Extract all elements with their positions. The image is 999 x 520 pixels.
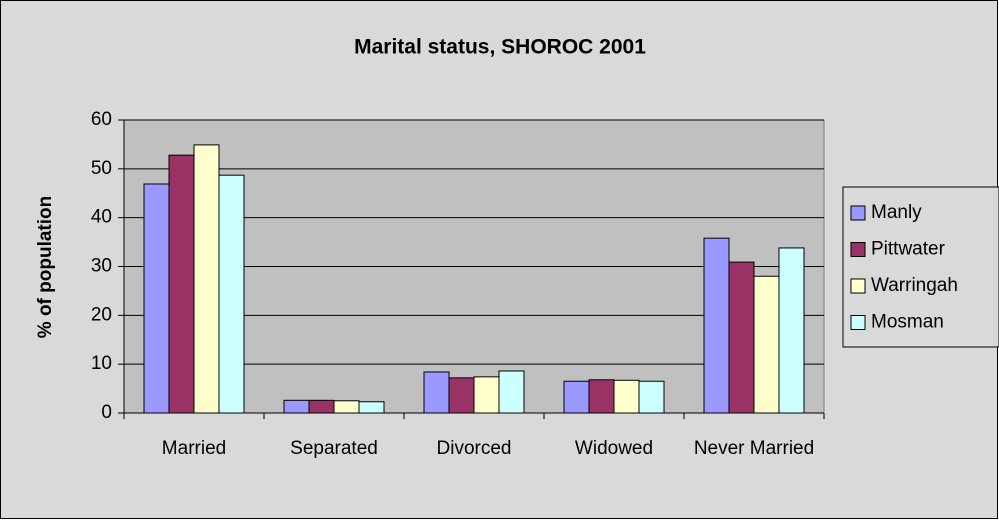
bar <box>218 174 245 414</box>
bar <box>193 144 220 414</box>
bar <box>358 401 385 414</box>
x-tick-label: Widowed <box>575 438 653 459</box>
bar <box>308 399 335 414</box>
bar <box>283 399 310 414</box>
y-tick-label: 60 <box>91 109 112 130</box>
y-tick-label: 0 <box>101 402 112 423</box>
bar <box>753 275 780 414</box>
bar <box>563 380 590 414</box>
chart-title: Marital status, SHOROC 2001 <box>354 36 646 59</box>
bar <box>473 376 500 414</box>
legend-box <box>842 186 999 348</box>
y-tick-label: 10 <box>91 353 112 374</box>
y-tick-label: 40 <box>91 207 112 228</box>
y-tick-label: 20 <box>91 304 112 325</box>
bar <box>333 400 360 414</box>
bar <box>168 154 195 414</box>
legend-swatch <box>850 278 866 294</box>
bar <box>638 380 665 414</box>
bar <box>778 247 805 414</box>
bar <box>498 370 525 414</box>
bar <box>703 237 730 414</box>
legend-label: Warringah <box>871 275 958 296</box>
x-tick-label: Divorced <box>437 438 512 459</box>
bar <box>728 261 755 414</box>
legend-swatch <box>850 242 866 257</box>
y-axis-title: % of population <box>35 196 56 338</box>
bar <box>143 183 170 414</box>
x-tick-label: Married <box>162 438 226 459</box>
y-tick-label: 30 <box>91 256 112 277</box>
bar <box>588 379 615 414</box>
legend-label: Mosman <box>871 312 944 333</box>
x-tick-label: Separated <box>290 438 378 459</box>
legend-label: Manly <box>871 202 922 223</box>
bar <box>423 371 450 414</box>
legend-swatch <box>850 205 866 221</box>
bar <box>613 379 640 414</box>
legend-swatch <box>850 315 866 330</box>
legend-label: Pittwater <box>871 239 946 260</box>
bar <box>448 377 475 414</box>
x-tick-label: Never Married <box>694 438 814 459</box>
y-tick-label: 50 <box>91 158 112 179</box>
